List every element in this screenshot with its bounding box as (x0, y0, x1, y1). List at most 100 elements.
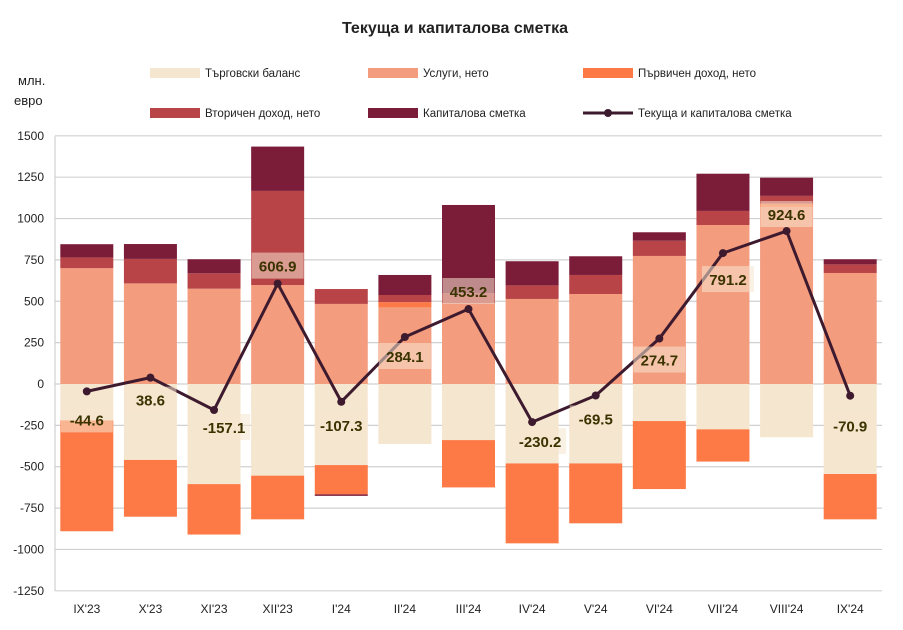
bar-segment (251, 475, 305, 520)
bar-segment (378, 384, 432, 445)
data-label: 284.1 (386, 349, 424, 366)
line-point (464, 305, 473, 314)
data-label: -230.2 (519, 434, 562, 451)
y-tick-label: 1000 (17, 212, 44, 226)
line-point (718, 249, 727, 258)
x-tick-label: VII'24 (708, 602, 739, 616)
x-tick-label: IX'23 (73, 602, 100, 616)
bar-segment (569, 256, 623, 275)
line-point (400, 332, 409, 341)
legend-swatch (368, 108, 418, 118)
x-tick-label: VI'24 (646, 602, 673, 616)
data-label: -70.9 (833, 419, 867, 436)
y-tick-label: -1250 (13, 584, 44, 598)
line-series (82, 227, 855, 427)
bar-segment (314, 494, 368, 496)
line-point (591, 391, 600, 400)
bar-segment (187, 273, 241, 289)
x-tick-label: VIII'24 (770, 602, 804, 616)
data-label-box (760, 201, 813, 228)
bar-segment (60, 257, 114, 269)
x-tick-label: XII'23 (262, 602, 293, 616)
bar-segment (442, 384, 495, 441)
legend-swatch (150, 108, 200, 118)
bar-segment (823, 259, 877, 265)
bar-segment (314, 289, 368, 304)
data-label-box (824, 412, 877, 439)
bar-segment (696, 224, 750, 384)
data-label-box (124, 386, 177, 413)
x-tick-label: X'23 (139, 602, 163, 616)
bar-segment (569, 293, 623, 384)
x-tick-label: V'24 (584, 602, 608, 616)
bar-segment (442, 440, 495, 488)
legend-label: Вторичен доход, нето (205, 108, 320, 120)
data-label: 791.2 (709, 272, 747, 289)
bar-segment (760, 177, 814, 196)
data-label-box (198, 413, 251, 440)
bar-segment (378, 294, 432, 303)
legend-swatch (583, 68, 633, 78)
bar-segment (505, 463, 559, 544)
bar-segment (569, 463, 623, 524)
bar-segment (505, 298, 559, 384)
bar-segment (123, 258, 177, 284)
bar-segment (632, 421, 686, 490)
line-point (210, 405, 219, 414)
bar-segment (251, 146, 305, 191)
bar-segment (123, 459, 177, 517)
x-tick-label: IX'24 (837, 602, 864, 616)
bar-segment (823, 264, 877, 273)
data-label-box (251, 252, 304, 279)
legend-label: Търговски баланс (205, 68, 301, 80)
legend-line-marker (604, 109, 612, 117)
legend-label: Капиталова сметка (423, 108, 526, 120)
data-label: -157.1 (203, 420, 246, 437)
line-point (82, 387, 91, 396)
bar-segment (760, 195, 814, 204)
y-tick-label: -1000 (13, 542, 44, 556)
y-tick-label: 1250 (17, 170, 44, 184)
legend-label: Текуща и капиталова сметка (638, 108, 792, 120)
line-point (146, 373, 155, 382)
y-tick-label: 250 (24, 336, 44, 350)
y-axis-label-line2: евро (14, 93, 43, 108)
x-tick-label: II'24 (394, 602, 417, 616)
bar-segment (60, 268, 114, 384)
bar-segment (123, 283, 177, 384)
data-label: 274.7 (641, 353, 679, 370)
y-tick-label: 500 (24, 294, 44, 308)
bar-segment (696, 210, 750, 225)
data-label-box (60, 406, 113, 433)
data-label: 453.2 (450, 284, 488, 301)
line-point (528, 418, 537, 427)
legend-label: Първичен доход, нето (638, 68, 756, 80)
bar-segment (696, 429, 750, 462)
x-tick-label: IV'24 (519, 602, 546, 616)
bar-segment (123, 244, 177, 259)
legend-swatch (150, 68, 200, 78)
data-label-box (378, 342, 431, 369)
data-label-box (315, 411, 368, 438)
bar-segment (632, 384, 686, 422)
bar-segment (187, 259, 241, 274)
data-label-box (442, 278, 495, 305)
bar-segment (60, 244, 114, 258)
data-label-box (569, 405, 622, 432)
y-tick-label: -250 (20, 418, 44, 432)
line-point (655, 334, 664, 343)
chart-title: Текуща и капиталова сметка (342, 20, 568, 37)
legend: Търговски баланс Услуги, нето Първичен дох… (150, 68, 792, 120)
data-label: -44.6 (70, 412, 104, 429)
data-label-box (633, 346, 686, 373)
bar-segment (251, 384, 305, 476)
x-axis-ticks: IX'23 X'23 XI'23 XII'23 I'24 II'24 III'24 IV'24… (73, 602, 864, 616)
data-label: -69.5 (579, 411, 613, 428)
bar-segment (314, 465, 368, 495)
bar-segment (760, 384, 814, 438)
line-point (846, 391, 855, 400)
bar-segment (632, 232, 686, 241)
y-tick-label: -500 (20, 460, 44, 474)
x-tick-label: III'24 (456, 602, 482, 616)
